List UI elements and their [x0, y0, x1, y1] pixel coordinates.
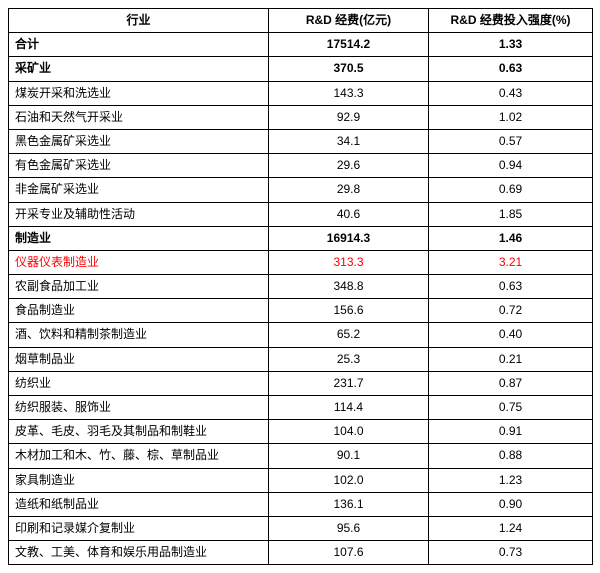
- cell-intensity: 0.94: [429, 154, 593, 178]
- cell-expense: 29.6: [269, 154, 429, 178]
- table-row: 石油和天然气开采业92.91.02: [9, 105, 593, 129]
- cell-intensity: 0.21: [429, 347, 593, 371]
- table-row: 开采专业及辅助性活动40.61.85: [9, 202, 593, 226]
- cell-intensity: 1.23: [429, 468, 593, 492]
- header-expense: R&D 经费(亿元): [269, 9, 429, 33]
- cell-industry: 仪器仪表制造业: [9, 250, 269, 274]
- cell-intensity: 1.33: [429, 33, 593, 57]
- rd-expense-table: 行业 R&D 经费(亿元) R&D 经费投入强度(%) 合计17514.21.3…: [8, 8, 593, 565]
- cell-industry: 有色金属矿采选业: [9, 154, 269, 178]
- cell-intensity: 0.43: [429, 81, 593, 105]
- header-industry: 行业: [9, 9, 269, 33]
- cell-intensity: 0.69: [429, 178, 593, 202]
- cell-intensity: 0.40: [429, 323, 593, 347]
- header-row: 行业 R&D 经费(亿元) R&D 经费投入强度(%): [9, 9, 593, 33]
- cell-intensity: 0.88: [429, 444, 593, 468]
- cell-industry: 纺织业: [9, 371, 269, 395]
- table-row: 木材加工和木、竹、藤、棕、草制品业90.10.88: [9, 444, 593, 468]
- cell-expense: 114.4: [269, 396, 429, 420]
- cell-industry: 采矿业: [9, 57, 269, 81]
- cell-expense: 95.6: [269, 516, 429, 540]
- cell-intensity: 0.75: [429, 396, 593, 420]
- cell-intensity: 0.91: [429, 420, 593, 444]
- cell-intensity: 1.46: [429, 226, 593, 250]
- cell-industry: 制造业: [9, 226, 269, 250]
- cell-intensity: 0.63: [429, 57, 593, 81]
- cell-expense: 370.5: [269, 57, 429, 81]
- table-row: 烟草制品业25.30.21: [9, 347, 593, 371]
- table-row: 仪器仪表制造业313.33.21: [9, 250, 593, 274]
- table-row: 印刷和记录媒介复制业95.61.24: [9, 516, 593, 540]
- cell-industry: 皮革、毛皮、羽毛及其制品和制鞋业: [9, 420, 269, 444]
- cell-industry: 合计: [9, 33, 269, 57]
- cell-expense: 107.6: [269, 541, 429, 565]
- cell-industry: 文教、工美、体育和娱乐用品制造业: [9, 541, 269, 565]
- cell-expense: 25.3: [269, 347, 429, 371]
- cell-industry: 煤炭开采和洗选业: [9, 81, 269, 105]
- cell-expense: 348.8: [269, 275, 429, 299]
- cell-intensity: 0.87: [429, 371, 593, 395]
- cell-industry: 酒、饮料和精制茶制造业: [9, 323, 269, 347]
- cell-expense: 34.1: [269, 129, 429, 153]
- table-row: 黑色金属矿采选业34.10.57: [9, 129, 593, 153]
- cell-expense: 29.8: [269, 178, 429, 202]
- cell-intensity: 0.72: [429, 299, 593, 323]
- cell-expense: 16914.3: [269, 226, 429, 250]
- table-row: 煤炭开采和洗选业143.30.43: [9, 81, 593, 105]
- table-row: 制造业16914.31.46: [9, 226, 593, 250]
- table-row: 纺织业231.70.87: [9, 371, 593, 395]
- table-row: 纺织服装、服饰业114.40.75: [9, 396, 593, 420]
- table-row: 文教、工美、体育和娱乐用品制造业107.60.73: [9, 541, 593, 565]
- table-row: 皮革、毛皮、羽毛及其制品和制鞋业104.00.91: [9, 420, 593, 444]
- cell-intensity: 1.85: [429, 202, 593, 226]
- cell-expense: 102.0: [269, 468, 429, 492]
- cell-expense: 231.7: [269, 371, 429, 395]
- table-row: 食品制造业156.60.72: [9, 299, 593, 323]
- cell-industry: 非金属矿采选业: [9, 178, 269, 202]
- table-row: 造纸和纸制品业136.10.90: [9, 492, 593, 516]
- cell-expense: 156.6: [269, 299, 429, 323]
- cell-intensity: 0.57: [429, 129, 593, 153]
- cell-expense: 17514.2: [269, 33, 429, 57]
- cell-intensity: 1.02: [429, 105, 593, 129]
- cell-industry: 印刷和记录媒介复制业: [9, 516, 269, 540]
- cell-industry: 造纸和纸制品业: [9, 492, 269, 516]
- cell-intensity: 0.73: [429, 541, 593, 565]
- table-row: 农副食品加工业348.80.63: [9, 275, 593, 299]
- table-row: 非金属矿采选业29.80.69: [9, 178, 593, 202]
- table-row: 家具制造业102.01.23: [9, 468, 593, 492]
- cell-industry: 开采专业及辅助性活动: [9, 202, 269, 226]
- cell-expense: 104.0: [269, 420, 429, 444]
- table-header: 行业 R&D 经费(亿元) R&D 经费投入强度(%): [9, 9, 593, 33]
- cell-expense: 90.1: [269, 444, 429, 468]
- cell-intensity: 3.21: [429, 250, 593, 274]
- cell-intensity: 0.90: [429, 492, 593, 516]
- cell-expense: 40.6: [269, 202, 429, 226]
- table-row: 酒、饮料和精制茶制造业65.20.40: [9, 323, 593, 347]
- cell-expense: 92.9: [269, 105, 429, 129]
- cell-expense: 65.2: [269, 323, 429, 347]
- cell-industry: 木材加工和木、竹、藤、棕、草制品业: [9, 444, 269, 468]
- cell-expense: 136.1: [269, 492, 429, 516]
- cell-intensity: 1.24: [429, 516, 593, 540]
- table-row: 采矿业370.50.63: [9, 57, 593, 81]
- cell-industry: 石油和天然气开采业: [9, 105, 269, 129]
- table-row: 有色金属矿采选业29.60.94: [9, 154, 593, 178]
- cell-industry: 食品制造业: [9, 299, 269, 323]
- table-body: 合计17514.21.33采矿业370.50.63煤炭开采和洗选业143.30.…: [9, 33, 593, 565]
- cell-industry: 家具制造业: [9, 468, 269, 492]
- cell-industry: 黑色金属矿采选业: [9, 129, 269, 153]
- cell-expense: 313.3: [269, 250, 429, 274]
- cell-intensity: 0.63: [429, 275, 593, 299]
- cell-industry: 纺织服装、服饰业: [9, 396, 269, 420]
- table-row: 合计17514.21.33: [9, 33, 593, 57]
- cell-expense: 143.3: [269, 81, 429, 105]
- cell-industry: 农副食品加工业: [9, 275, 269, 299]
- cell-industry: 烟草制品业: [9, 347, 269, 371]
- header-intensity: R&D 经费投入强度(%): [429, 9, 593, 33]
